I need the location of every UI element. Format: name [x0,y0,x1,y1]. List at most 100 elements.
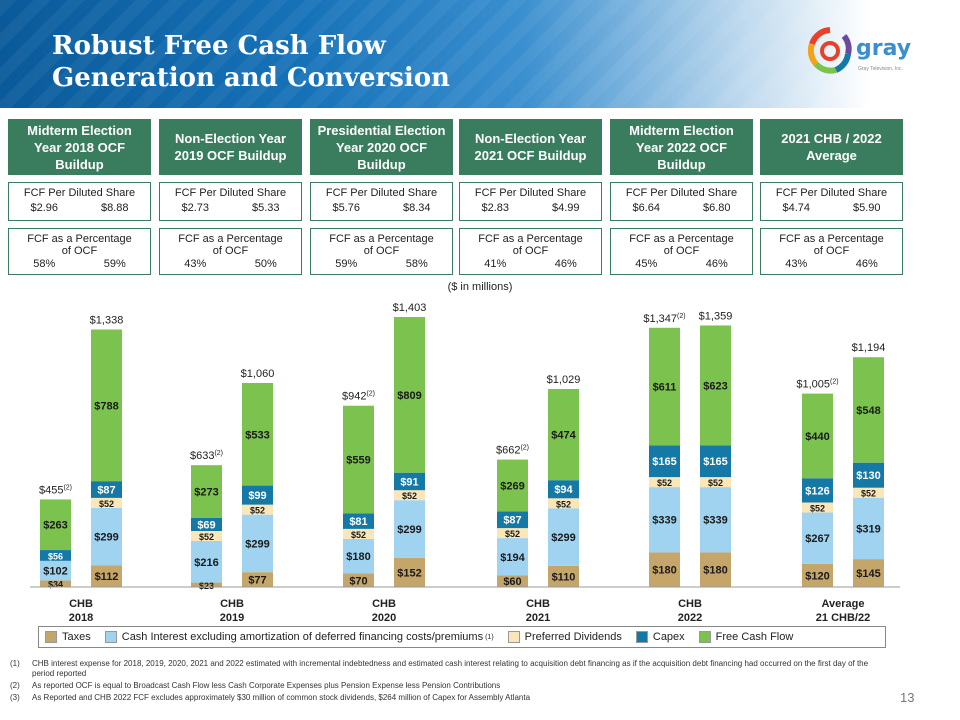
fcf-pct-as-reported: 41% [484,258,507,270]
bar-data-label: $81 [349,516,367,528]
fcf-per-share-label: FCF Per Diluted Share [625,187,738,199]
fcf-per-share-label: FCF Per Diluted Share [174,187,287,199]
legend-swatch [698,631,711,643]
bar-total-label: $1,403 [393,302,427,314]
bar-total-label: $1,005(2) [796,379,838,391]
bar-data-label: $94 [554,484,573,496]
bar-data-label: $299 [551,532,575,544]
fcf-per-share-chb: $6.80 [702,202,731,214]
bar-data-label: $87 [503,515,521,527]
bar-total-label: $455(2) [39,484,72,496]
bar-segment-capex [191,517,222,531]
logo-tagline: Gray Television, Inc. [858,66,903,72]
bar-segment-preferred [242,504,273,515]
column-header-6: 2021 CHB / 2022 Average [760,119,903,175]
fcf-pct-chb: 59% [103,258,126,270]
header-band [0,0,870,108]
fcf-per-share-chb: $8.88 [100,202,129,214]
bar-segment-free [191,465,222,518]
bar-data-label: $165 [703,456,727,468]
fcf-pct-ocf-label: FCF as a Percentage of OCF [629,233,734,257]
fcf-pct-ocf-label: FCF as a Percentage of OCF [329,233,434,257]
footnote: (3) As Reported and CHB 2022 FCF excludes… [10,693,880,703]
total-footnote-marker: (2) [677,313,686,320]
bar-data-label: $69 [197,519,215,531]
bar-data-label: $299 [94,532,118,544]
bar-data-label: $559 [346,455,370,467]
bar-segment-preferred [548,498,579,509]
fcf-per-share-box: FCF Per Diluted Share $5.76 $8.34 [310,182,453,221]
stacked-bar-chart: $34 $102 $56 $263 $455(2) $112 $299 $52 $87 $788 $… [30,302,900,624]
bar-segment-free [343,405,374,514]
bar-data-label: $112 [95,571,119,583]
column-header-3: Presidential Election Year 2020 OCF Buil… [310,119,453,175]
legend-item: Taxes [45,631,91,643]
bar-segment-preferred [191,530,222,542]
fcf-per-share-box: FCF Per Diluted Share $2.73 $5.33 [159,182,302,221]
legend-swatch [635,631,648,643]
bar-data-label: $52 [199,532,214,542]
bar-data-label: $788 [94,400,118,412]
bar-segment-taxes [191,582,222,587]
bar-data-label: $110 [552,571,576,583]
bar-data-label: $611 [653,382,677,394]
total-footnote-marker: (2) [830,379,839,386]
fcf-per-share-box: FCF Per Diluted Share $6.64 $6.80 [610,182,753,221]
group-label-bottom: 2019 [220,612,244,624]
fcf-pct-ocf-label: FCF as a Percentage of OCF [27,233,132,257]
bar-segment-preferred [853,487,884,498]
fcf-pct-as-reported: 58% [33,258,56,270]
logo-wordmark: gray [856,36,912,61]
bar-segment-preferred [649,477,680,488]
bar-data-label: $126 [805,485,829,497]
bar-data-label: $52 [402,491,417,501]
fcf-pct-ocf-box: FCF as a Percentage of OCF 45% 46% [610,228,753,275]
chart-legend: Taxes Cash Interest excluding amortizatio… [38,626,886,648]
column-header-2: Non-Election Year 2019 OCF Buildup [159,119,302,175]
units-note: ($ in millions) [447,281,513,293]
bar-segment-taxes [548,565,579,587]
bar-data-label: $52 [99,499,114,509]
bar-segment-capex [40,550,71,561]
bar-segment-preferred [91,497,122,508]
footnote-text: As reported OCF is equal to Broadcast Ca… [32,681,501,690]
bar-segment-taxes [242,572,273,587]
fcf-per-share-as-reported: $2.83 [481,202,510,214]
bar-segment-free [853,357,884,463]
bar-data-label: $52 [351,530,366,540]
bar-data-label: $299 [397,524,421,536]
bar-data-label: $533 [245,429,269,441]
group-label-bottom: 21 CHB/22 [816,612,870,624]
fcf-pct-chb: 58% [405,258,428,270]
bar-data-label: $339 [652,515,676,527]
bar-segment-capex [548,480,579,499]
footnote-text: CHB interest expense for 2018, 2019, 202… [32,659,869,678]
bar-total-label: $1,194 [852,342,886,354]
bar-segment-preferred [394,490,425,501]
group-label-top: CHB [678,598,702,610]
group-label-bottom: 2020 [372,612,396,624]
bar-segment-free [649,327,680,446]
bar-data-label: $273 [194,486,218,498]
bar-data-label: $56 [48,551,63,561]
bar-segment-cash [548,508,579,566]
fcf-per-share-label: FCF Per Diluted Share [775,187,888,199]
fcf-per-share-as-reported: $6.64 [632,202,661,214]
bar-total-label: $942(2) [342,391,375,403]
group-label-top: CHB [69,598,93,610]
bar-total-label: $1,338 [90,315,124,327]
bar-data-label: $269 [500,480,524,492]
fcf-pct-ocf-box: FCF as a Percentage of OCF 43% 50% [159,228,302,275]
bar-data-label: $91 [400,476,418,488]
fcf-per-share-box: FCF Per Diluted Share $2.83 $4.99 [459,182,602,221]
bar-data-label: $34 [48,580,63,590]
group-label-bottom: 2018 [69,612,93,624]
fcf-per-share-as-reported: $5.76 [332,202,361,214]
bar-data-label: $23 [199,581,214,591]
bar-data-label: $99 [248,490,266,502]
bar-total-label: $662(2) [496,445,529,457]
bar-data-label: $70 [349,575,367,587]
fcf-per-share-label: FCF Per Diluted Share [325,187,438,199]
fcf-per-share-as-reported: $4.74 [782,202,811,214]
bar-data-label: $165 [652,456,676,468]
